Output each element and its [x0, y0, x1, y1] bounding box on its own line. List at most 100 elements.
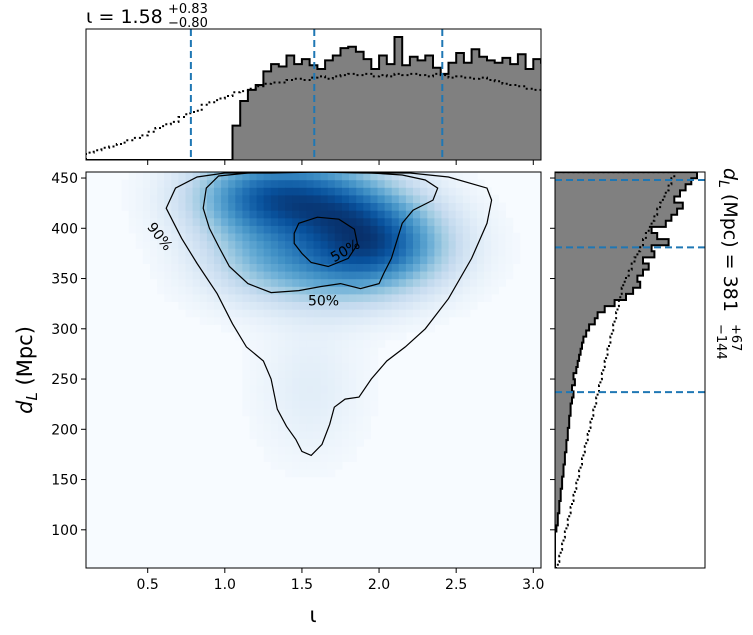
heatmap-cell: [370, 347, 379, 356]
heatmap-cell: [249, 240, 258, 249]
heatmap-cell: [413, 194, 421, 203]
heatmap-cell: [334, 271, 343, 280]
heatmap-cell: [249, 255, 258, 264]
heatmap-cell: [334, 179, 343, 188]
heatmap-cell: [491, 225, 499, 234]
heatmap-cell: [235, 324, 243, 333]
heatmap-cell: [128, 172, 137, 181]
dl-posterior-outline: [555, 172, 698, 568]
heatmap-cell: [341, 385, 350, 394]
heatmap-cell: [320, 316, 329, 325]
heatmap-cell: [384, 240, 393, 249]
heatmap-cell: [206, 248, 215, 257]
heatmap-cell: [512, 255, 521, 264]
heatmap-cell: [185, 217, 194, 226]
heatmap-cell: [256, 179, 265, 188]
heatmap-cell: [491, 271, 499, 280]
heatmap-cell: [242, 331, 251, 341]
heatmap-cell: [242, 202, 251, 211]
heatmap-cell: [356, 415, 364, 424]
heatmap-cell: [299, 461, 307, 470]
heatmap-cell: [405, 187, 414, 196]
heatmap-cell: [391, 293, 400, 302]
heatmap-cell: [270, 430, 279, 440]
heatmap-cell: [228, 210, 236, 219]
heatmap-cell: [320, 430, 329, 440]
heatmap-cell: [398, 240, 407, 249]
heatmap-cell: [491, 286, 499, 295]
right-quantile-lines: [555, 179, 705, 394]
heatmap-cell: [171, 172, 179, 181]
heatmap-cell: [242, 347, 251, 356]
heatmap-cell: [313, 232, 322, 242]
heatmap-cell: [334, 438, 343, 447]
heatmap-cell: [235, 263, 243, 272]
heatmap-cell: [299, 210, 307, 219]
heatmap-cell: [327, 385, 336, 394]
heatmap-cell: [285, 362, 293, 371]
heatmap-cell: [398, 187, 407, 196]
heatmap-cell: [370, 408, 379, 417]
heatmap-cell: [256, 240, 265, 249]
heatmap-cell: [263, 255, 272, 264]
heatmap-cell: [377, 331, 386, 341]
heatmap-cell: [285, 408, 293, 417]
heatmap-cell: [270, 240, 279, 249]
heatmap-cell: [427, 232, 435, 242]
heatmap-cell: [263, 446, 272, 455]
heatmap-cell: [427, 324, 435, 333]
heatmap-cell: [150, 271, 158, 280]
heatmap-cell: [249, 377, 258, 386]
heatmap-cell: [278, 385, 286, 394]
heatmap-cell: [185, 179, 194, 188]
heatmap-cell: [150, 187, 158, 196]
heatmap-cell: [384, 293, 393, 302]
heatmap-cell: [341, 286, 350, 295]
heatmap-cell: [249, 271, 258, 280]
heatmap-cell: [341, 225, 350, 234]
heatmap-cell: [377, 271, 386, 280]
heatmap-cell: [349, 187, 357, 196]
heatmap-cell: [164, 286, 172, 295]
heatmap-cell: [256, 362, 265, 371]
heatmap-cell: [341, 271, 350, 280]
heatmap-cell: [192, 194, 201, 203]
heatmap-cell: [327, 415, 336, 424]
heatmap-cell: [285, 453, 293, 462]
heatmap-cell: [370, 240, 379, 249]
heatmap-cell: [178, 179, 187, 188]
heatmap-cell: [448, 225, 457, 234]
heatmap-cell: [185, 286, 194, 295]
heatmap-cell: [185, 271, 194, 280]
heatmap-cell: [214, 316, 222, 325]
heatmap-cell: [334, 385, 343, 394]
heatmap-cell: [285, 316, 293, 325]
heatmap-cell: [270, 210, 279, 219]
heatmap-cell: [363, 210, 371, 219]
heatmap-cell: [235, 202, 243, 211]
heatmap-cell: [214, 232, 222, 242]
heatmap-cell: [441, 255, 450, 264]
heatmap-cell: [242, 316, 251, 325]
heatmap-cell: [434, 293, 443, 302]
heatmap-cell: [178, 301, 187, 310]
heatmap-cell: [185, 187, 194, 196]
heatmap-cell: [242, 194, 251, 203]
heatmap-cell: [299, 392, 307, 401]
heatmap-cell: [349, 210, 357, 219]
heatmap-cell: [320, 347, 329, 356]
heatmap-cell: [214, 255, 222, 264]
heatmap-cell: [235, 316, 243, 325]
heatmap-cell: [313, 453, 322, 462]
heatmap-cell: [306, 187, 315, 196]
heatmap-cell: [214, 179, 222, 188]
heatmap-cell: [334, 362, 343, 371]
heatmap-cell: [306, 271, 315, 280]
heatmap-cell: [242, 217, 251, 226]
heatmap-cell: [214, 194, 222, 203]
heatmap-cell: [441, 316, 450, 325]
heatmap-cell: [363, 187, 371, 196]
heatmap-cell: [285, 461, 293, 470]
heatmap-cell: [405, 194, 414, 203]
heatmap-cell: [448, 255, 457, 264]
